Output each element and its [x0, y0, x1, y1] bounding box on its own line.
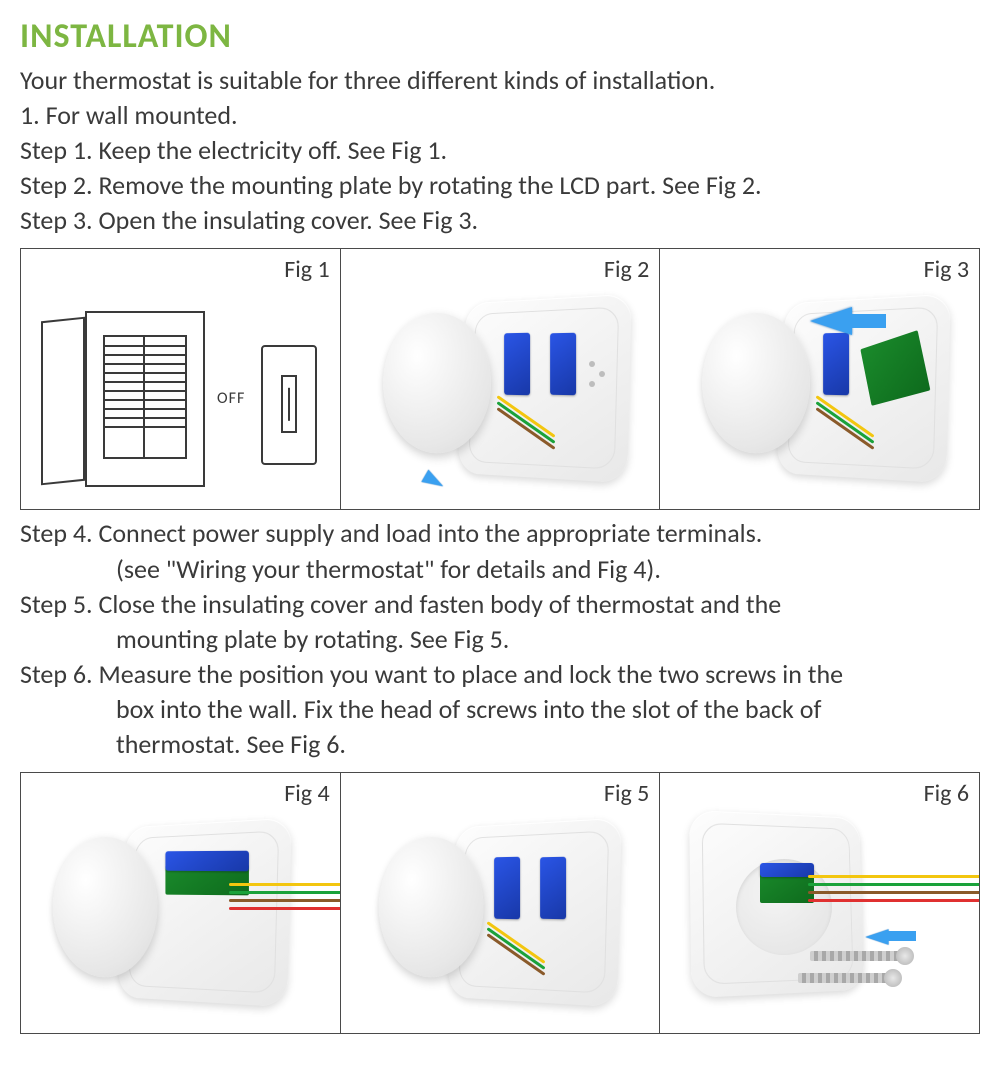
- step-4b: (see "Wiring your thermostat" for detail…: [20, 552, 980, 587]
- step-1: Step 1. Keep the electricity off. See Fi…: [20, 133, 980, 168]
- figure-1: Fig 1 OFF: [21, 249, 341, 509]
- step-6b: box into the wall. Fix the head of screw…: [20, 692, 980, 727]
- step-6a: Step 6. Measure the position you want to…: [20, 657, 980, 692]
- section-heading: 1. For wall mounted.: [20, 98, 980, 133]
- figure-3: Fig 3: [660, 249, 979, 509]
- off-label: OFF: [217, 389, 245, 408]
- figure-4: Fig 4: [21, 773, 341, 1033]
- figure-label: Fig 4: [284, 779, 329, 808]
- figure-label: Fig 3: [924, 255, 969, 284]
- step-6c: thermostat. See Fig 6.: [20, 727, 980, 762]
- intro-text: Your thermostat is suitable for three di…: [20, 63, 980, 98]
- step-3: Step 3. Open the insulating cover. See F…: [20, 203, 980, 238]
- page-title: INSTALLATION: [20, 16, 980, 57]
- figure-2: Fig 2: [341, 249, 661, 509]
- step-5b: mounting plate by rotating. See Fig 5.: [20, 622, 980, 657]
- figure-row-2: Fig 4 Fig 5 Fig 6: [20, 772, 980, 1034]
- figure-label: Fig 1: [284, 255, 329, 284]
- step-2: Step 2. Remove the mounting plate by rot…: [20, 168, 980, 203]
- figure-label: Fig 6: [924, 779, 969, 808]
- figure-row-1: Fig 1 OFF Fig 2 Fig 3: [20, 248, 980, 510]
- step-5a: Step 5. Close the insulating cover and f…: [20, 587, 980, 622]
- figure-label: Fig 2: [604, 255, 649, 284]
- step-4a: Step 4. Connect power supply and load in…: [20, 516, 980, 551]
- figure-6: Fig 6: [660, 773, 979, 1033]
- figure-label: Fig 5: [604, 779, 649, 808]
- figure-5: Fig 5: [341, 773, 661, 1033]
